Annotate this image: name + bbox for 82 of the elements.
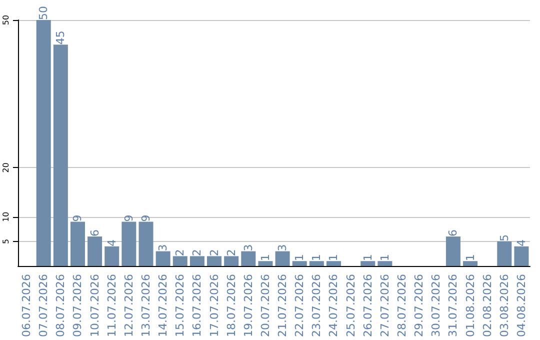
bar [292, 261, 307, 266]
data-label: 6 [446, 229, 460, 236]
x-tick-label: 29.07.2026 [412, 274, 426, 338]
x-tick-label: 22.07.2026 [293, 274, 306, 338]
bar [138, 222, 154, 266]
x-tick-label: 20.07.2026 [258, 274, 272, 338]
y-tick-label: 50 [2, 14, 10, 26]
y-tick-label: 5 [2, 238, 10, 244]
data-label: 9 [122, 214, 136, 222]
x-tick-label: 28.07.2026 [396, 274, 408, 338]
x-tick-label: 25.07.2026 [344, 274, 358, 338]
data-label: 5 [498, 234, 511, 242]
x-tick-label: 14.07.2026 [156, 274, 170, 338]
bar [172, 256, 188, 266]
bar [446, 236, 460, 266]
data-label: 1 [378, 254, 392, 262]
data-label: 2 [190, 249, 204, 256]
data-label: 1 [361, 254, 374, 262]
bar [70, 222, 85, 266]
data-label: 1 [258, 254, 272, 262]
bar [514, 246, 529, 266]
data-label: 4 [105, 239, 118, 246]
bar [463, 261, 478, 266]
bar [326, 261, 341, 266]
data-label: 3 [276, 244, 290, 252]
data-label: 2 [208, 249, 221, 256]
bar [104, 246, 120, 266]
x-tick-label: 16.07.2026 [190, 274, 204, 338]
x-tick-label: 11.07.2026 [105, 274, 118, 338]
data-label: 3 [156, 244, 170, 252]
bar [309, 261, 324, 266]
x-tick-label: 03.08.2026 [498, 274, 511, 338]
data-label: 1 [464, 254, 477, 262]
bar [207, 256, 222, 266]
x-tick-label: 02.08.2026 [480, 274, 494, 338]
data-label: 1 [310, 254, 324, 262]
x-tick-label: 21.07.2026 [276, 274, 290, 338]
data-label: 1 [327, 254, 340, 262]
bar [497, 241, 512, 266]
data-label: 2 [174, 249, 187, 256]
data-label: 4 [514, 239, 528, 246]
y-tick-label: 10 [2, 212, 10, 222]
bar [88, 236, 102, 266]
x-tick-label: 13.07.2026 [140, 274, 152, 338]
x-tick-label: 09.07.2026 [71, 274, 84, 338]
y-tick-label: 20 [2, 162, 10, 173]
x-tick-label: 27.07.2026 [378, 274, 392, 338]
bar [122, 222, 136, 266]
x-tick-label: 23.07.2026 [310, 274, 324, 338]
x-tick-label: 10.07.2026 [88, 274, 102, 338]
bar [360, 261, 376, 266]
x-tick-label: 24.07.2026 [327, 274, 340, 338]
bar [190, 256, 204, 266]
bar [53, 44, 68, 266]
data-label: 1 [293, 254, 306, 262]
x-tick-label: 17.07.2026 [208, 274, 221, 338]
x-tick-label: 01.08.2026 [464, 274, 477, 338]
data-label: 2 [224, 249, 238, 256]
data-label: 9 [140, 214, 152, 222]
bar [378, 261, 392, 266]
x-tick-label: 18.07.2026 [224, 274, 238, 338]
data-label: 9 [71, 214, 84, 222]
x-tick-label: 08.07.2026 [54, 274, 68, 338]
x-tick-label: 19.07.2026 [242, 274, 255, 338]
bar [275, 251, 290, 266]
x-tick-label: 12.07.2026 [122, 274, 136, 338]
x-tick-label: 26.07.2026 [361, 274, 374, 338]
data-label: 50 [37, 6, 50, 20]
bar [241, 251, 256, 266]
x-tick-label: 07.07.2026 [37, 274, 50, 338]
bar [156, 251, 170, 266]
bar [258, 261, 273, 266]
data-label: 6 [88, 229, 102, 236]
bar [36, 20, 51, 266]
x-tick-label: 31.07.2026 [446, 274, 460, 338]
x-tick-label: 30.07.2026 [430, 274, 443, 338]
data-label: 3 [242, 244, 255, 252]
x-tick-label: 04.08.2026 [514, 274, 528, 338]
x-tick-label: 06.07.2026 [20, 274, 34, 338]
bar [224, 256, 239, 266]
data-label: 45 [54, 30, 68, 45]
x-tick-label: 15.07.2026 [174, 274, 187, 338]
